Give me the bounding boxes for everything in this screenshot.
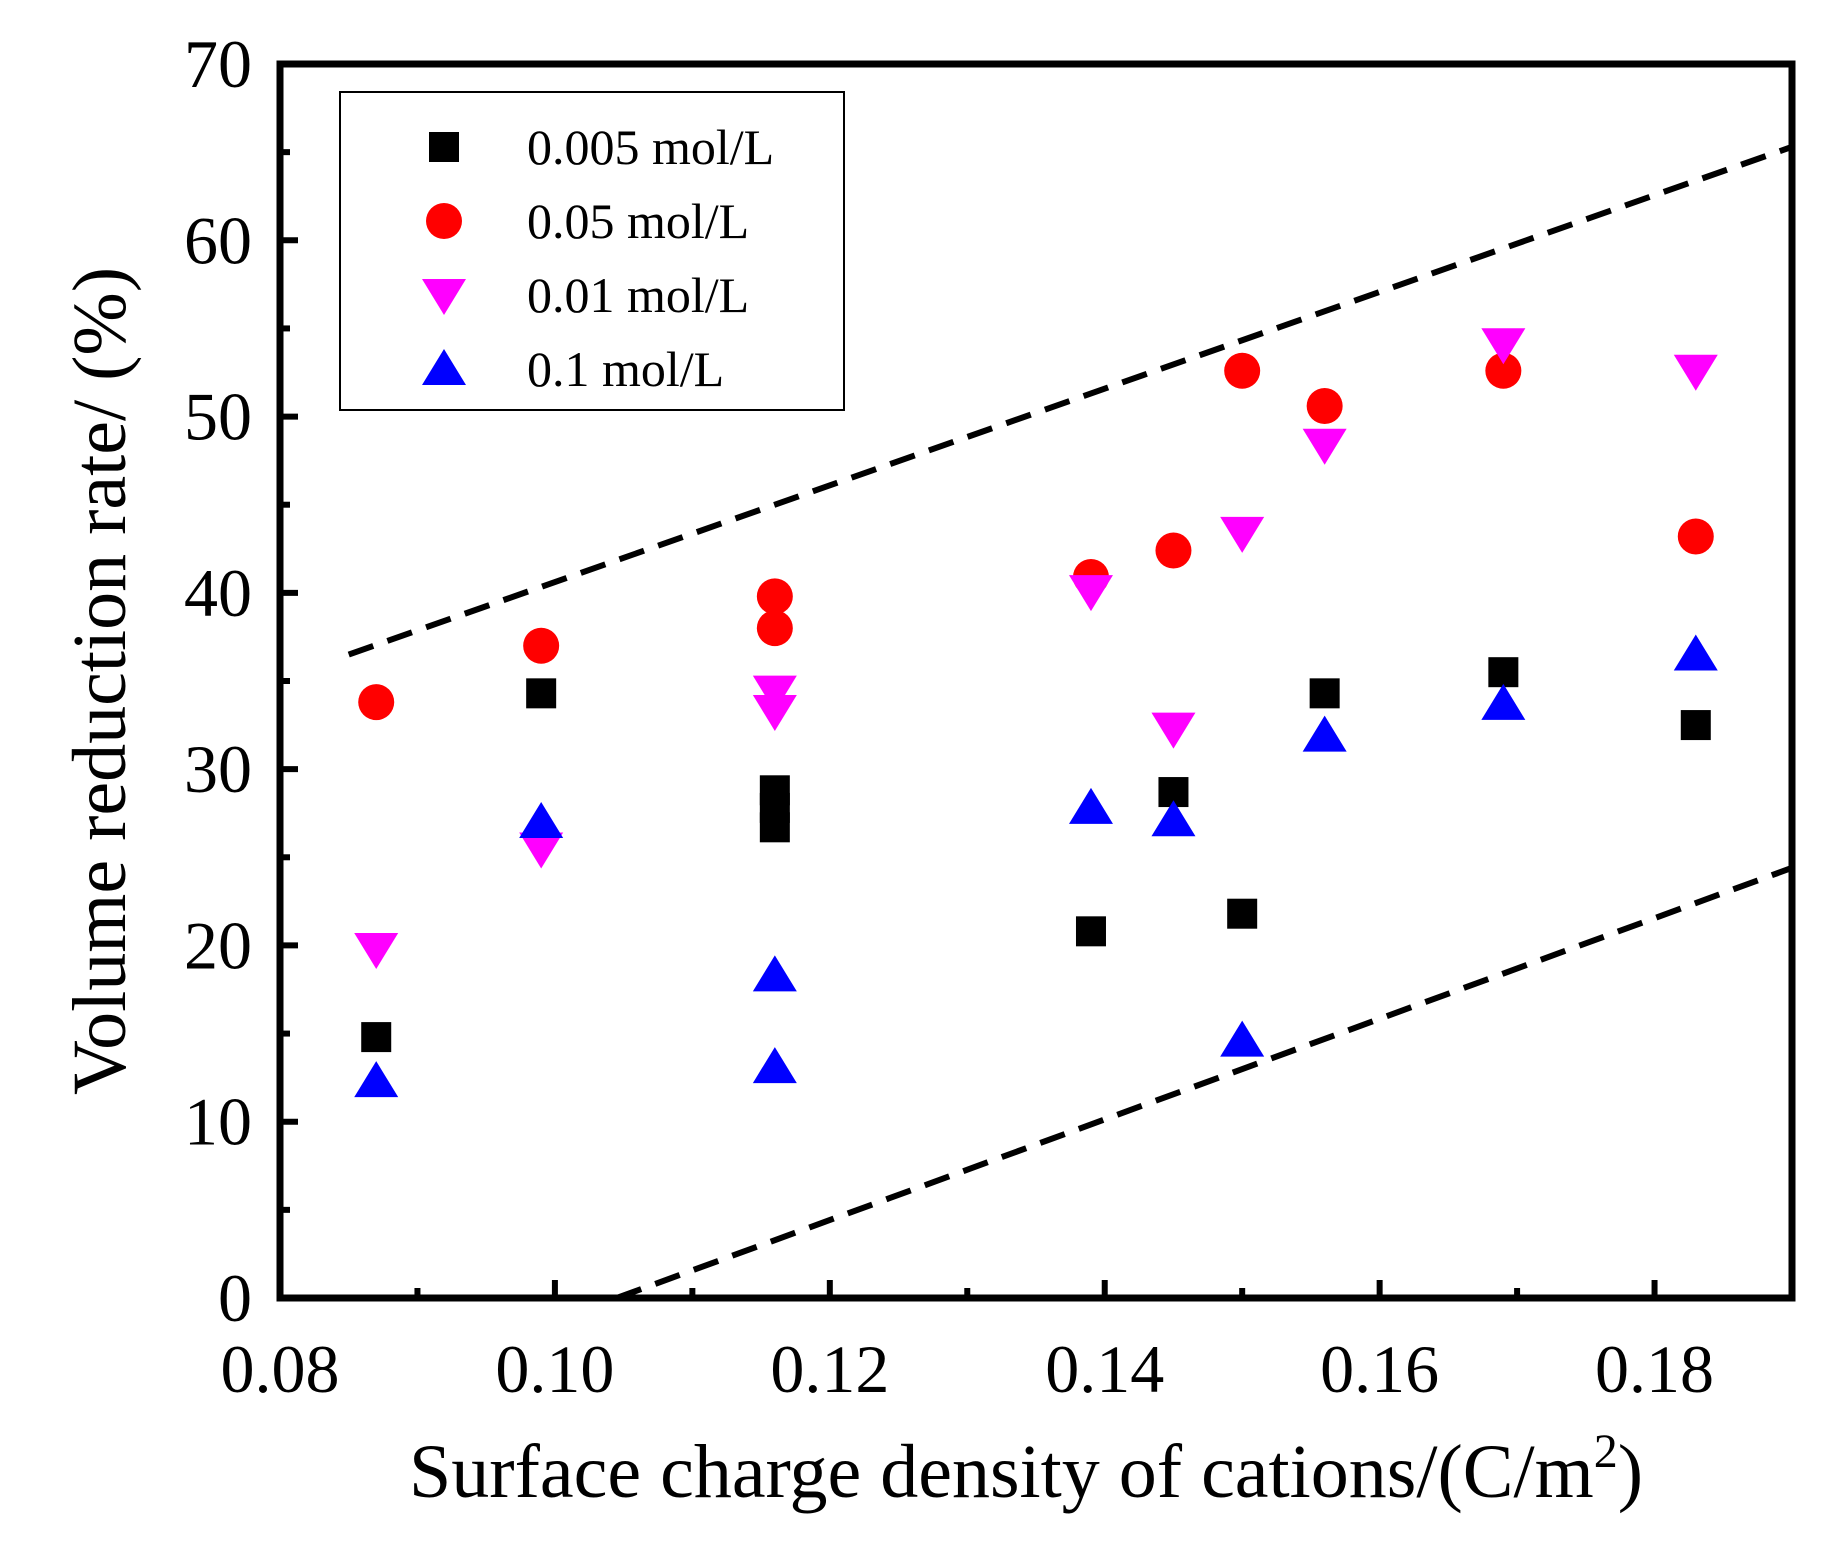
point-series0-9 (1488, 657, 1519, 688)
point-series1-2 (756, 578, 793, 615)
y-tick-label: 40 (184, 555, 252, 631)
point-series3-4 (1068, 787, 1113, 824)
legend-marker-3 (422, 349, 466, 385)
point-series2-1 (519, 832, 564, 869)
point-series2-3 (752, 694, 797, 731)
point-series2-9 (1673, 354, 1718, 391)
point-series1-5 (1155, 532, 1192, 569)
y-tick-label: 30 (184, 731, 252, 807)
y-tick-label: 70 (184, 26, 252, 102)
point-series1-6 (1224, 352, 1261, 389)
y-axis-ticks: 0 10 20 30 40 50 60 70 (184, 26, 298, 1336)
y-tick-label: 20 (184, 907, 252, 983)
point-series2-2 (752, 675, 797, 712)
y-tick-label: 50 (184, 379, 252, 455)
point-series1-8 (1485, 352, 1522, 389)
point-series3-6 (1220, 1020, 1265, 1057)
point-series2-0 (354, 932, 399, 969)
point-series0-7 (1227, 898, 1258, 929)
legend-marker-0 (429, 132, 459, 162)
point-series1-1 (523, 627, 560, 664)
point-series2-8 (1481, 328, 1526, 365)
x-axis-title: Surface charge density of cations/(C/m2) (409, 1425, 1643, 1514)
x-axis-title-superscript: 2 (1594, 1425, 1618, 1478)
x-tick-label: 0.14 (1045, 1331, 1164, 1407)
y-tick-label: 0 (218, 1260, 252, 1336)
x-axis-ticks: 0.08 0.10 0.12 0.14 0.16 0.18 (221, 1280, 1795, 1407)
lower-bound-dashed-line (615, 865, 1794, 1301)
x-tick-label: 0.16 (1320, 1331, 1439, 1407)
point-series1-3 (756, 610, 793, 647)
point-series3-8 (1481, 683, 1526, 720)
point-series1-9 (1677, 518, 1714, 555)
y-tick-label: 60 (184, 202, 252, 278)
x-tick-label: 0.10 (495, 1331, 614, 1407)
legend-label-0: 0.005 mol/L (527, 119, 774, 175)
upper-bound-dashed-line (347, 144, 1793, 658)
point-series3-2 (752, 955, 797, 992)
point-series3-1 (519, 802, 564, 839)
data-markers (354, 328, 1718, 1098)
point-series0-5 (1075, 916, 1106, 947)
point-series0-4 (759, 812, 790, 843)
point-series3-7 (1302, 715, 1347, 752)
point-series1-7 (1306, 387, 1343, 424)
point-series3-0 (354, 1061, 399, 1098)
point-series3-9 (1673, 634, 1718, 671)
x-axis-title-suffix: ) (1618, 1430, 1643, 1514)
reference-lines (347, 144, 1794, 1301)
point-series3-3 (752, 1047, 797, 1084)
point-series2-5 (1151, 712, 1196, 749)
x-tick-label: 0.08 (221, 1331, 340, 1407)
point-series0-10 (1680, 710, 1711, 741)
x-tick-label: 0.18 (1595, 1331, 1714, 1407)
y-tick-label: 10 (184, 1084, 252, 1160)
legend-marker-1 (426, 203, 462, 239)
point-series2-7 (1302, 428, 1347, 465)
point-series0-0 (361, 1022, 392, 1053)
point-series1-0 (358, 684, 395, 721)
y-axis-title: Volume reduction rate/ (%) (58, 267, 142, 1095)
legend-marker-2 (422, 279, 466, 315)
point-series3-5 (1151, 800, 1196, 837)
legend-label-1: 0.05 mol/L (527, 193, 749, 249)
point-series0-1 (526, 678, 557, 709)
legend-label-3: 0.1 mol/L (527, 341, 724, 397)
legend-box (339, 91, 845, 411)
x-tick-label: 0.12 (770, 1331, 889, 1407)
legend-label-2: 0.01 mol/L (527, 267, 749, 323)
legend: 0.005 mol/L 0.05 mol/L 0.01 mol/L 0.1 mol/L (339, 91, 845, 411)
point-series0-8 (1309, 678, 1340, 709)
point-series2-6 (1220, 516, 1265, 553)
x-axis-title-main: Surface charge density of cations/(C/m (409, 1430, 1594, 1514)
point-series2-4 (1068, 575, 1113, 612)
